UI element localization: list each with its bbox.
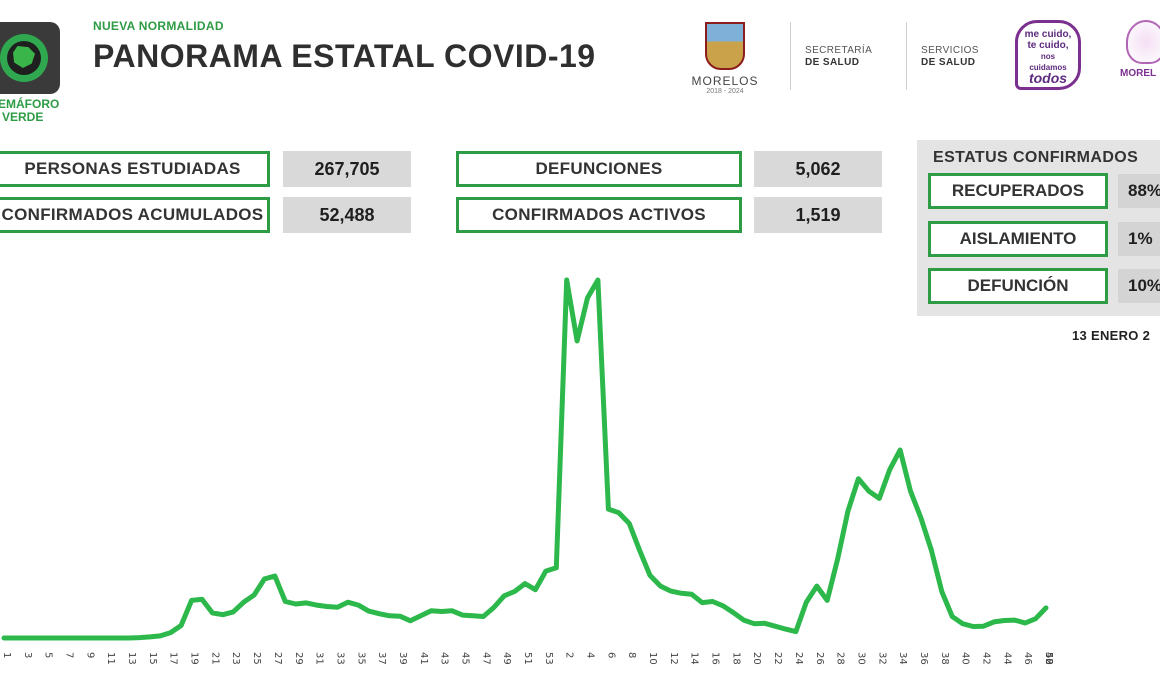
status-value-recuperados: 88% bbox=[1118, 174, 1160, 208]
x-tick-label: 14 bbox=[689, 652, 700, 665]
x-tick-label: 24 bbox=[793, 652, 804, 665]
x-tick-label: 52 bbox=[1043, 652, 1054, 665]
x-tick-label: 43 bbox=[439, 652, 450, 665]
x-tick-label: 26 bbox=[814, 652, 825, 665]
x-tick-label: 32 bbox=[876, 652, 887, 665]
x-tick-label: 37 bbox=[376, 652, 387, 665]
x-tick-label: 13 bbox=[126, 652, 137, 665]
x-tick-label: 16 bbox=[710, 652, 721, 665]
x-tick-label: 11 bbox=[105, 652, 116, 665]
divider bbox=[790, 22, 791, 90]
stat-value-personas-estudiadas: 267,705 bbox=[283, 151, 411, 187]
x-tick-label: 4 bbox=[585, 652, 596, 658]
x-tick-label: 12 bbox=[668, 652, 679, 665]
x-tick-label: 49 bbox=[501, 652, 512, 665]
x-tick-label: 22 bbox=[772, 652, 783, 665]
status-title: ESTATUS CONFIRMADOS bbox=[933, 149, 1139, 166]
x-tick-label: 33 bbox=[334, 652, 345, 665]
morelos-flower-logo: MOREL bbox=[1120, 20, 1160, 92]
x-tick-label: 2 bbox=[564, 652, 575, 658]
x-tick-label: 3 bbox=[22, 652, 33, 658]
stat-value-confirmados-acumulados: 52,488 bbox=[283, 197, 411, 233]
report-date: 13 ENERO 2 bbox=[1072, 328, 1151, 343]
x-tick-label: 46 bbox=[1022, 652, 1033, 665]
semaforo-icon bbox=[0, 22, 60, 94]
x-tick-label: 35 bbox=[355, 652, 366, 665]
coat-of-arms-icon bbox=[705, 22, 745, 70]
x-tick-label: 9 bbox=[84, 652, 95, 658]
status-value-defuncion: 10% bbox=[1118, 269, 1160, 303]
morelos-logo: MORELOS 2018 - 2024 bbox=[690, 22, 760, 95]
series-line bbox=[1, 277, 1049, 641]
status-label-defuncion: DEFUNCIÓN bbox=[928, 268, 1108, 304]
x-tick-label: 18 bbox=[730, 652, 741, 665]
flower-icon bbox=[1126, 20, 1160, 64]
x-tick-label: 19 bbox=[189, 652, 200, 665]
stat-label-defunciones: DEFUNCIONES bbox=[456, 151, 742, 187]
page-title: PANORAMA ESTATAL COVID-19 bbox=[93, 38, 596, 74]
divider bbox=[906, 22, 907, 90]
x-tick-label: 17 bbox=[168, 652, 179, 665]
stat-value-defunciones: 5,062 bbox=[754, 151, 882, 187]
servicios-salud-logo: SERVICIOS DE SALUD bbox=[921, 45, 979, 68]
x-tick-label: 45 bbox=[460, 652, 471, 665]
x-tick-label: 23 bbox=[230, 652, 241, 665]
x-tick-label: 30 bbox=[855, 652, 866, 665]
x-tick-label: 48 bbox=[1043, 652, 1054, 665]
x-tick-label: 42 bbox=[981, 652, 992, 665]
x-tick-label: 40 bbox=[960, 652, 971, 665]
x-tick-label: 36 bbox=[918, 652, 929, 665]
status-value-aislamiento: 1% bbox=[1118, 222, 1160, 256]
x-tick-label: 29 bbox=[293, 652, 304, 665]
x-tick-label: 34 bbox=[897, 652, 908, 665]
secretaria-salud-logo: SECRETARÍA DE SALUD bbox=[805, 45, 873, 68]
x-tick-label: 27 bbox=[272, 652, 283, 665]
cases-line-chart: 1 3 5 7 9 11 13 15 17 19 21 23 25 27 29 31 33 35 37 39 41 43 4… bbox=[1, 277, 1054, 665]
stat-value-confirmados-activos: 1,519 bbox=[754, 197, 882, 233]
x-tick-label: 51 bbox=[522, 652, 533, 665]
x-tick-label: 25 bbox=[251, 652, 262, 665]
x-tick-label: 21 bbox=[209, 652, 220, 665]
x-tick-label: 53 bbox=[543, 652, 554, 665]
x-tick-label: 10 bbox=[647, 652, 658, 665]
status-label-recuperados: RECUPERADOS bbox=[928, 173, 1108, 209]
page-subtitle: NUEVA NORMALIDAD bbox=[93, 19, 224, 33]
x-tick-label: 39 bbox=[397, 652, 408, 665]
x-tick-label: 15 bbox=[147, 652, 158, 665]
status-label-aislamiento: AISLAMIENTO bbox=[928, 221, 1108, 257]
x-tick-label: 1 bbox=[1, 652, 12, 658]
x-tick-label: 8 bbox=[626, 652, 637, 658]
x-tick-label: 31 bbox=[314, 652, 325, 665]
campaign-badge: me cuido, te cuido, nos cuidamos todos bbox=[1015, 20, 1081, 90]
stat-label-confirmados-activos: CONFIRMADOS ACTIVOS bbox=[456, 197, 742, 233]
x-tick-label: 44 bbox=[1001, 652, 1012, 665]
x-tick-label: 41 bbox=[418, 652, 429, 665]
x-tick-label: 38 bbox=[939, 652, 950, 665]
stat-label-confirmados-acumulados: CONFIRMADOS ACUMULADOS bbox=[0, 197, 270, 233]
semaforo-label: SEMÁFORO VERDE bbox=[0, 97, 60, 124]
stat-label-personas-estudiadas: PERSONAS ESTUDIADAS bbox=[0, 151, 270, 187]
x-tick-label: 28 bbox=[835, 652, 846, 665]
x-tick-label: 47 bbox=[480, 652, 491, 665]
x-tick-label: 6 bbox=[605, 652, 616, 658]
x-tick-label: 50 bbox=[1043, 652, 1054, 665]
x-tick-label: 5 bbox=[43, 652, 54, 658]
x-tick-label: 7 bbox=[64, 652, 75, 658]
x-tick-label: 20 bbox=[751, 652, 762, 665]
